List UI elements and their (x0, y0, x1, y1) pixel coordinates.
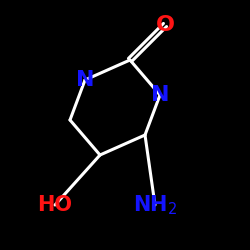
Text: O: O (156, 15, 174, 35)
Text: HO: HO (38, 195, 72, 215)
Text: NH$_2$: NH$_2$ (133, 193, 177, 217)
Text: N: N (76, 70, 94, 90)
Text: N: N (151, 85, 169, 105)
